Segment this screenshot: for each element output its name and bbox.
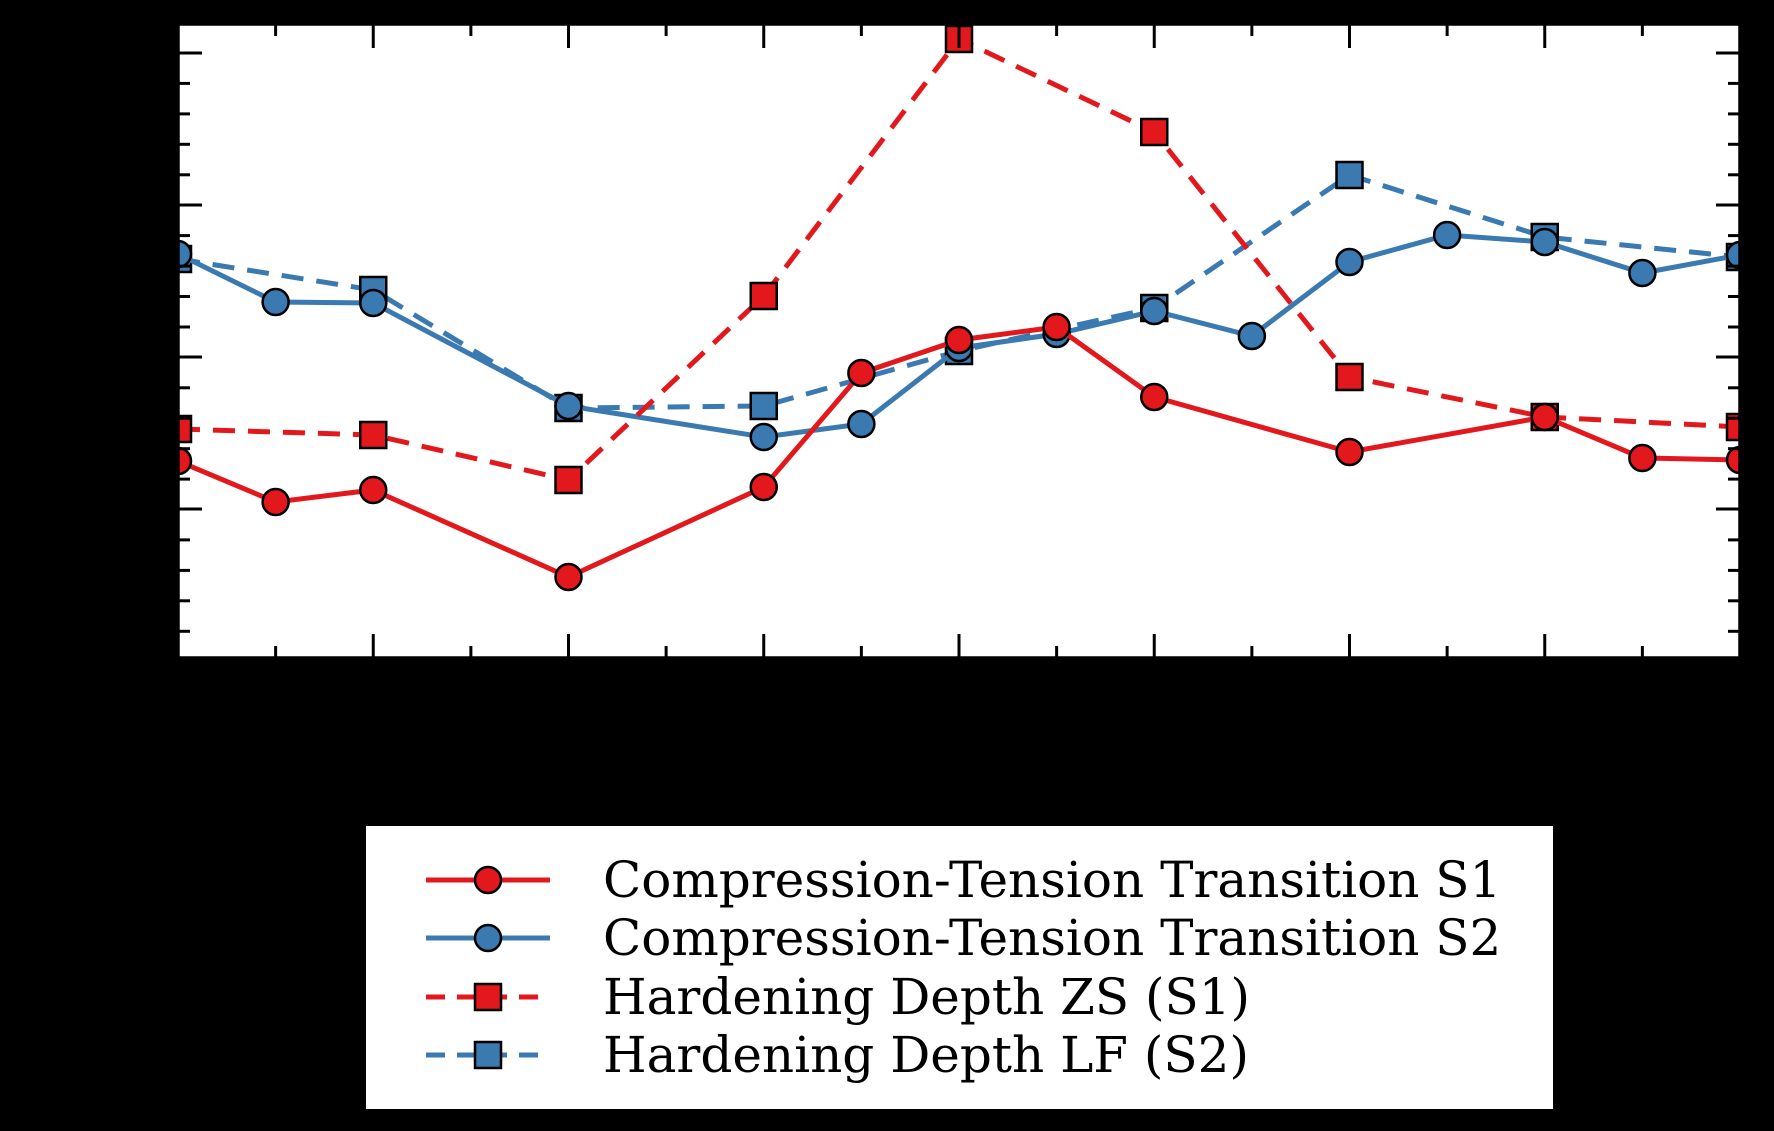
hardening-depth-zs-s1-marker bbox=[1725, 412, 1740, 442]
compression-tension-transition-s2-marker bbox=[554, 391, 583, 421]
compression-tension-transition-s2-marker bbox=[1140, 296, 1169, 326]
compression-tension-transition-s2-marker bbox=[1725, 240, 1740, 270]
compression-tension-transition-s2-marker bbox=[178, 239, 193, 269]
hardening-depth-zs-s1-marker bbox=[359, 420, 388, 450]
compression-tension-transition-s2-marker bbox=[749, 422, 778, 452]
compression-tension-transition-s1-marker bbox=[1530, 402, 1559, 432]
compression-tension-transition-s1-marker bbox=[178, 446, 193, 476]
hardening-depth-zs-s1-marker bbox=[749, 281, 778, 311]
hardening-depth-lf-s2-marker bbox=[1335, 160, 1364, 190]
hardening-depth-zs-s1-marker bbox=[1335, 362, 1364, 392]
hardening-depth-lf-s2-marker bbox=[749, 391, 778, 421]
legend-label: Compression-Tension Transition S1 bbox=[603, 851, 1502, 909]
axis-ticks bbox=[178, 24, 1740, 658]
legend-label: Hardening Depth LF (S2) bbox=[603, 1025, 1249, 1084]
compression-tension-transition-s2-marker bbox=[1530, 227, 1559, 257]
legend-item-0: Compression-Tension Transition S1 bbox=[424, 852, 1553, 908]
compression-tension-transition-s2-marker bbox=[1335, 247, 1364, 277]
compression-tension-transition-s1-marker bbox=[749, 472, 778, 502]
compression-tension-transition-s1-marker bbox=[1725, 445, 1740, 475]
compression-tension-transition-s1-marker bbox=[1042, 312, 1071, 342]
compression-tension-transition-s1-marker bbox=[944, 325, 974, 355]
compression-tension-transition-s1-marker bbox=[261, 487, 290, 517]
compression-tension-transition-s1-marker bbox=[1628, 443, 1657, 473]
legend-item-2: Hardening Depth ZS (S1) bbox=[424, 969, 1553, 1025]
legend-sample-solid-circle-icon bbox=[426, 924, 550, 953]
plot-spines bbox=[176, 22, 1742, 660]
compression-tension-transition-s2-marker bbox=[261, 287, 290, 317]
legend-item-3: Hardening Depth LF (S2) bbox=[424, 1027, 1553, 1083]
hardening-depth-zs-s1-marker bbox=[554, 465, 583, 495]
compression-tension-transition-s1-marker bbox=[554, 562, 583, 592]
compression-tension-transition-s2-marker bbox=[1237, 321, 1267, 351]
legend-label: Hardening Depth ZS (S1) bbox=[603, 967, 1251, 1026]
legend-sample-dashed-square-icon bbox=[426, 1040, 550, 1070]
legend-sample-solid-circle-icon bbox=[426, 865, 550, 895]
legend: Compression-Tension Transition S1 Compres… bbox=[363, 823, 1556, 1112]
series-compression-tension-transition-s1 bbox=[178, 312, 1740, 592]
compression-tension-transition-s1-marker bbox=[1335, 437, 1364, 467]
hardening-depth-zs-s1-marker bbox=[178, 414, 193, 444]
legend-item-1: Compression-Tension Transition S2 bbox=[424, 910, 1553, 966]
hardening-depth-zs-s1-marker bbox=[1140, 117, 1169, 147]
compression-tension-transition-s2-marker bbox=[847, 409, 876, 439]
compression-tension-transition-s1-marker bbox=[359, 475, 388, 505]
compression-tension-transition-s2-marker bbox=[359, 288, 388, 318]
legend-label: Compression-Tension Transition S2 bbox=[603, 909, 1502, 968]
compression-tension-transition-s1-marker bbox=[847, 358, 876, 388]
compression-tension-transition-s1-marker bbox=[1140, 382, 1169, 412]
compression-tension-transition-s2-marker bbox=[1432, 220, 1462, 250]
compression-tension-transition-s2-marker bbox=[1628, 258, 1657, 288]
legend-sample-dashed-square-icon bbox=[426, 982, 550, 1011]
